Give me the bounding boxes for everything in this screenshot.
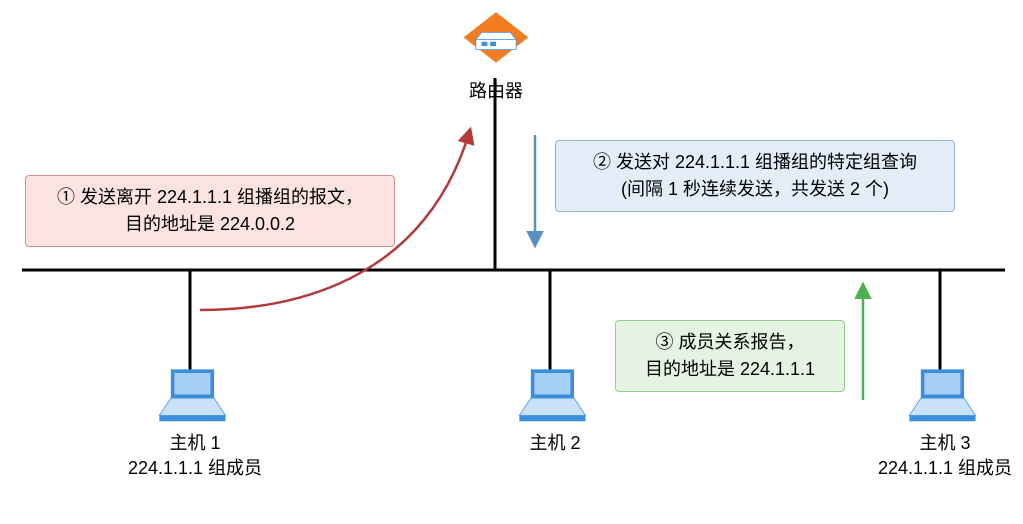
host-1-icon xyxy=(155,365,227,432)
router-icon xyxy=(460,5,532,77)
callout-leave-line1: ① 发送离开 224.1.1.1 组播组的报文， xyxy=(38,184,382,211)
callout-report-line1: ③ 成员关系报告， xyxy=(628,329,832,356)
callout-query: ② 发送对 224.1.1.1 组播组的特定组查询 (间隔 1 秒连续发送，共发… xyxy=(555,140,955,212)
host-3-icon xyxy=(905,365,977,432)
host-2-name: 主机 2 xyxy=(455,431,655,456)
router-label: 路由器 xyxy=(469,81,523,101)
callout-query-line1: ② 发送对 224.1.1.1 组播组的特定组查询 xyxy=(568,149,942,176)
host-3-sub: 224.1.1.1 组成员 xyxy=(845,456,1023,481)
callout-leave-line2: 目的地址是 224.0.0.2 xyxy=(38,211,382,238)
host-2-icon xyxy=(515,365,587,432)
host-1-sub: 224.1.1.1 组成员 xyxy=(95,456,295,481)
host-3-name: 主机 3 xyxy=(845,431,1023,456)
host-1-name: 主机 1 xyxy=(95,431,295,456)
callout-report: ③ 成员关系报告， 目的地址是 224.1.1.1 xyxy=(615,320,845,392)
callout-query-line2: (间隔 1 秒连续发送，共发送 2 个) xyxy=(568,176,942,203)
callout-leave: ① 发送离开 224.1.1.1 组播组的报文， 目的地址是 224.0.0.2 xyxy=(25,175,395,247)
callout-report-line2: 目的地址是 224.1.1.1 xyxy=(628,356,832,383)
